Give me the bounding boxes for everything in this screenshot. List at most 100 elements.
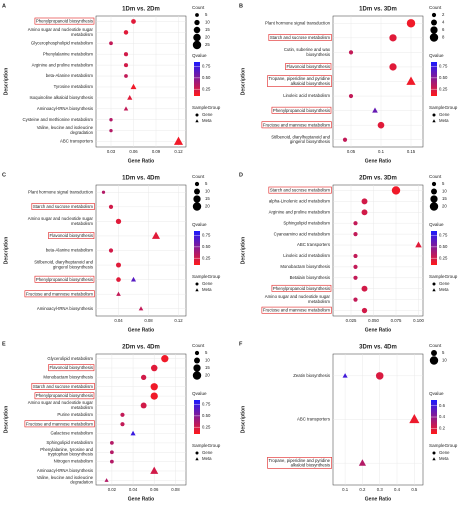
data-point (110, 459, 114, 464)
legend-label: 0.75 (439, 233, 448, 238)
data-point (353, 264, 358, 269)
highlight-box (48, 232, 95, 239)
x-tick-label: 0.15 (407, 149, 416, 154)
legend-marker (195, 119, 199, 123)
legend-title: SampleGroup (429, 105, 458, 110)
highlight-box (268, 186, 332, 194)
y-tick-label: Betalain biosynthesis (290, 275, 330, 280)
y-tick-label: Phenylpropanoid biosynthesis (36, 393, 93, 398)
legend-label: 8 (442, 35, 445, 40)
data-point (361, 209, 368, 216)
data-point (353, 253, 358, 259)
legend-label: 5 (442, 350, 445, 355)
y-tick-label: Amino sugar and nucleotide sugar metaboli… (28, 27, 94, 37)
x-tick-label: 0.04 (114, 318, 123, 323)
legend-title: Count (429, 343, 442, 348)
legend-label: Gene (439, 112, 450, 117)
y-tick-label: Phenylpropanoid biosynthesis (36, 19, 93, 24)
x-axis-label: Gene Ratio (128, 496, 154, 502)
legend-size (192, 371, 202, 380)
legend-size (430, 195, 438, 203)
data-point (115, 218, 122, 225)
legend-size (431, 12, 437, 18)
highlight-box (34, 392, 95, 400)
data-point (406, 19, 416, 28)
data-point (406, 76, 416, 85)
x-tick-label: 0.4 (394, 487, 401, 492)
data-point (361, 198, 368, 205)
y-axis-label: Description (3, 237, 9, 265)
y-tick-label: Valine, leucine and isoleucine degradatio… (37, 125, 94, 135)
data-point (130, 83, 137, 90)
legend-label: 20 (205, 204, 210, 209)
chart-title: 2Dm vs. 4Dm (122, 345, 160, 351)
legend-size (431, 188, 437, 195)
y-tick-label: Monobactam biosynthesis (280, 264, 330, 269)
legend-label: 6 (442, 27, 445, 32)
y-tick-label: Flavonoid biosynthesis (50, 365, 93, 370)
y-tick-label: beta-Alanine metabolism (46, 248, 94, 253)
legend-label: Meta (439, 287, 449, 292)
data-point (353, 232, 358, 237)
highlight-box (285, 63, 332, 70)
y-tick-label: Glycerolipid metabolism (47, 356, 93, 361)
y-tick-label: Galactose metabolism (50, 431, 93, 436)
data-point (130, 276, 137, 282)
data-point (123, 52, 129, 57)
legend-label: 10 (205, 358, 210, 363)
legend-size (194, 350, 200, 356)
y-tick-label: Starch and sucrose metabolism (33, 384, 94, 389)
data-point (353, 221, 358, 226)
y-tick-label: Phenylalanine, tyrosine and tryptophan bi… (40, 447, 93, 457)
y-tick-label: Starch and sucrose metabolism (270, 35, 331, 40)
data-point (353, 275, 358, 280)
legend-size (429, 33, 439, 42)
data-point (372, 107, 378, 113)
data-point (140, 374, 147, 381)
y-tick-label: Phenylpropanoid biosynthesis (273, 286, 330, 291)
panel-label: C (2, 172, 6, 178)
x-tick-label: 0.06 (150, 487, 159, 492)
legend-label: 0.75 (202, 402, 211, 407)
y-tick-label: Phenylpropanoid biosynthesis (273, 108, 330, 113)
highlight-box (261, 306, 332, 314)
y-tick-label: Linoleic acid metabolism (283, 253, 330, 258)
legend-label: Meta (202, 287, 212, 292)
x-tick-label: 0.08 (144, 318, 153, 323)
y-tick-label: Stilbenoid, diarylheptanoid and gingerol … (271, 134, 330, 144)
legend-title: Count (192, 343, 205, 348)
highlight-box (31, 382, 95, 390)
x-tick-label: 0.04 (129, 487, 138, 492)
data-point (342, 137, 348, 142)
y-tick-label: Arginine and proline metabolism (269, 209, 331, 214)
plot-area (332, 184, 424, 317)
legend-title: Qvalue (429, 222, 444, 227)
x-tick-label: 0.03 (107, 149, 116, 154)
legend-label: 0.2 (439, 425, 446, 430)
data-point (409, 413, 420, 424)
legend-label: 15 (205, 365, 210, 370)
y-tick-label: Isoquinoline alkaloid biosynthesis (29, 95, 93, 100)
x-tick-label: 0.09 (152, 149, 161, 154)
y-tick-label: Flavonoid biosynthesis (50, 233, 93, 238)
legend-label: 0.75 (202, 233, 211, 238)
y-tick-label: Arginine and proline metabolism (32, 62, 94, 67)
x-tick-label: 0.075 (391, 318, 402, 323)
data-point (109, 41, 113, 46)
data-point (377, 121, 385, 129)
x-tick-label: 0.1 (342, 487, 349, 492)
legend-marker (195, 282, 199, 286)
y-axis-label: Description (240, 68, 246, 96)
x-tick-label: 0.12 (174, 149, 183, 154)
data-point (109, 128, 113, 133)
y-axis-label: Description (240, 406, 246, 434)
chart-title: 2Dm vs. 3Dm (359, 176, 397, 182)
legend-label: 0.25 (439, 86, 448, 91)
colorbar (194, 62, 200, 96)
legend-label: 25 (205, 42, 210, 47)
legend-label: 0.75 (439, 64, 448, 69)
data-point (104, 478, 109, 482)
legend-size (194, 188, 200, 195)
data-point (150, 466, 159, 474)
